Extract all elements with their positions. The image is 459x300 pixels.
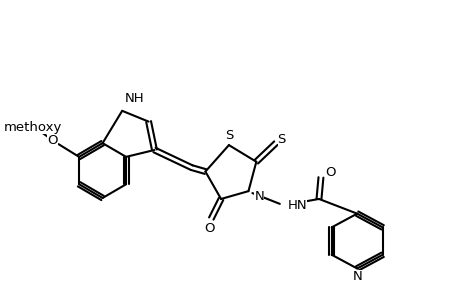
Text: HN: HN [287, 199, 307, 212]
Text: N: N [352, 270, 361, 283]
Text: O: O [204, 222, 214, 235]
Text: methoxy: methoxy [4, 121, 62, 134]
Text: O: O [47, 134, 58, 147]
Text: N: N [254, 190, 263, 202]
Text: S: S [224, 129, 233, 142]
Text: NH: NH [125, 92, 145, 105]
Text: S: S [277, 133, 285, 146]
Text: O: O [325, 166, 335, 179]
